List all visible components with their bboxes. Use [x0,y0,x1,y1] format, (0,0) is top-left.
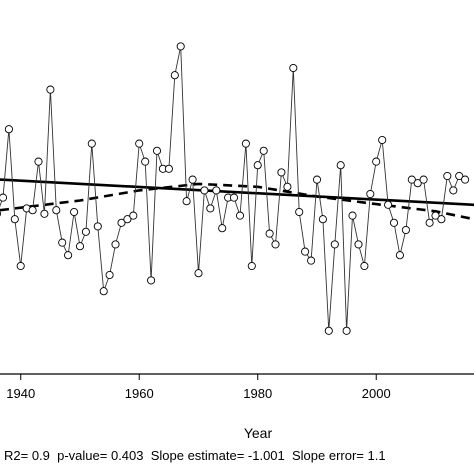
data-point [235,211,245,220]
data-point [318,215,327,224]
data-point [330,240,339,249]
x-tick-label: 2000 [362,386,391,401]
data-point [307,256,316,265]
data-point [360,261,369,271]
data-point [449,186,458,195]
data-point [348,211,357,220]
series-line [0,46,466,331]
data-point [218,224,227,233]
data-point [129,211,138,220]
data-point [10,215,19,224]
x-ticks: 1940 1960 1980 2000 [6,374,391,401]
data-point [117,218,126,227]
data-point [87,139,96,148]
x-tick-label: 1940 [6,386,35,401]
data-point [443,171,452,181]
data-point [105,270,114,280]
data-point [34,157,43,166]
data-point [81,227,90,236]
data-point [431,211,440,220]
data-point [413,179,422,188]
data-point [58,238,67,247]
data-point [253,161,262,170]
data-point [366,189,375,199]
dashed-trend-line [0,182,474,221]
data-point [378,135,387,145]
stats-annotation: R2= 0.9 p-value= 0.403 Slope estimate= -… [4,448,386,463]
data-point [4,125,13,134]
data-point [401,225,410,235]
data-point [200,186,209,195]
data-point [64,251,73,260]
data-point [206,204,215,213]
data-point [301,247,310,256]
data-point [389,218,399,227]
data-point [188,175,197,184]
data-point [0,211,2,217]
data-point [182,197,191,206]
data-point [283,182,292,191]
data-point [46,85,55,94]
data-point [271,240,280,249]
data-point [324,326,333,335]
data-point [28,206,37,215]
data-point [147,276,156,285]
data-point [40,209,49,218]
x-tick-label: 1960 [125,386,154,401]
data-point [419,175,428,184]
data-point [384,200,393,209]
trend-lines [0,178,474,221]
data-point [289,63,298,73]
data-point [461,175,470,184]
data-point [336,161,345,170]
data-point [312,175,322,184]
data-point [176,42,185,51]
data-point [407,175,416,184]
data-point [111,240,120,249]
data-point [247,261,256,271]
data-point [372,157,381,166]
x-axis-title: Year [244,425,273,441]
data-point [0,193,8,202]
data-point [437,215,446,224]
data-point [212,186,221,195]
data-point [229,193,239,202]
data-point [123,215,132,224]
data-point [164,164,173,173]
data-point [342,326,351,335]
data-point [259,146,268,155]
data-point [93,222,102,231]
data-point [395,251,404,260]
data-point [52,206,61,215]
data-point [354,240,363,249]
data-point [455,171,464,181]
data-point [152,146,162,155]
data-point [194,269,203,278]
data-point [135,139,144,148]
series-layer [0,42,470,335]
data-point [265,229,274,238]
data-point [170,71,179,80]
data-point [99,287,108,296]
solid-trend-line [0,178,474,207]
data-point [16,261,25,271]
x-tick-label: 1980 [243,386,272,401]
data-point [75,242,85,251]
data-point [277,168,286,177]
data-point [241,139,250,148]
data-point [70,207,79,217]
data-point [425,218,434,227]
data-point [295,207,304,217]
data-point [141,157,150,166]
